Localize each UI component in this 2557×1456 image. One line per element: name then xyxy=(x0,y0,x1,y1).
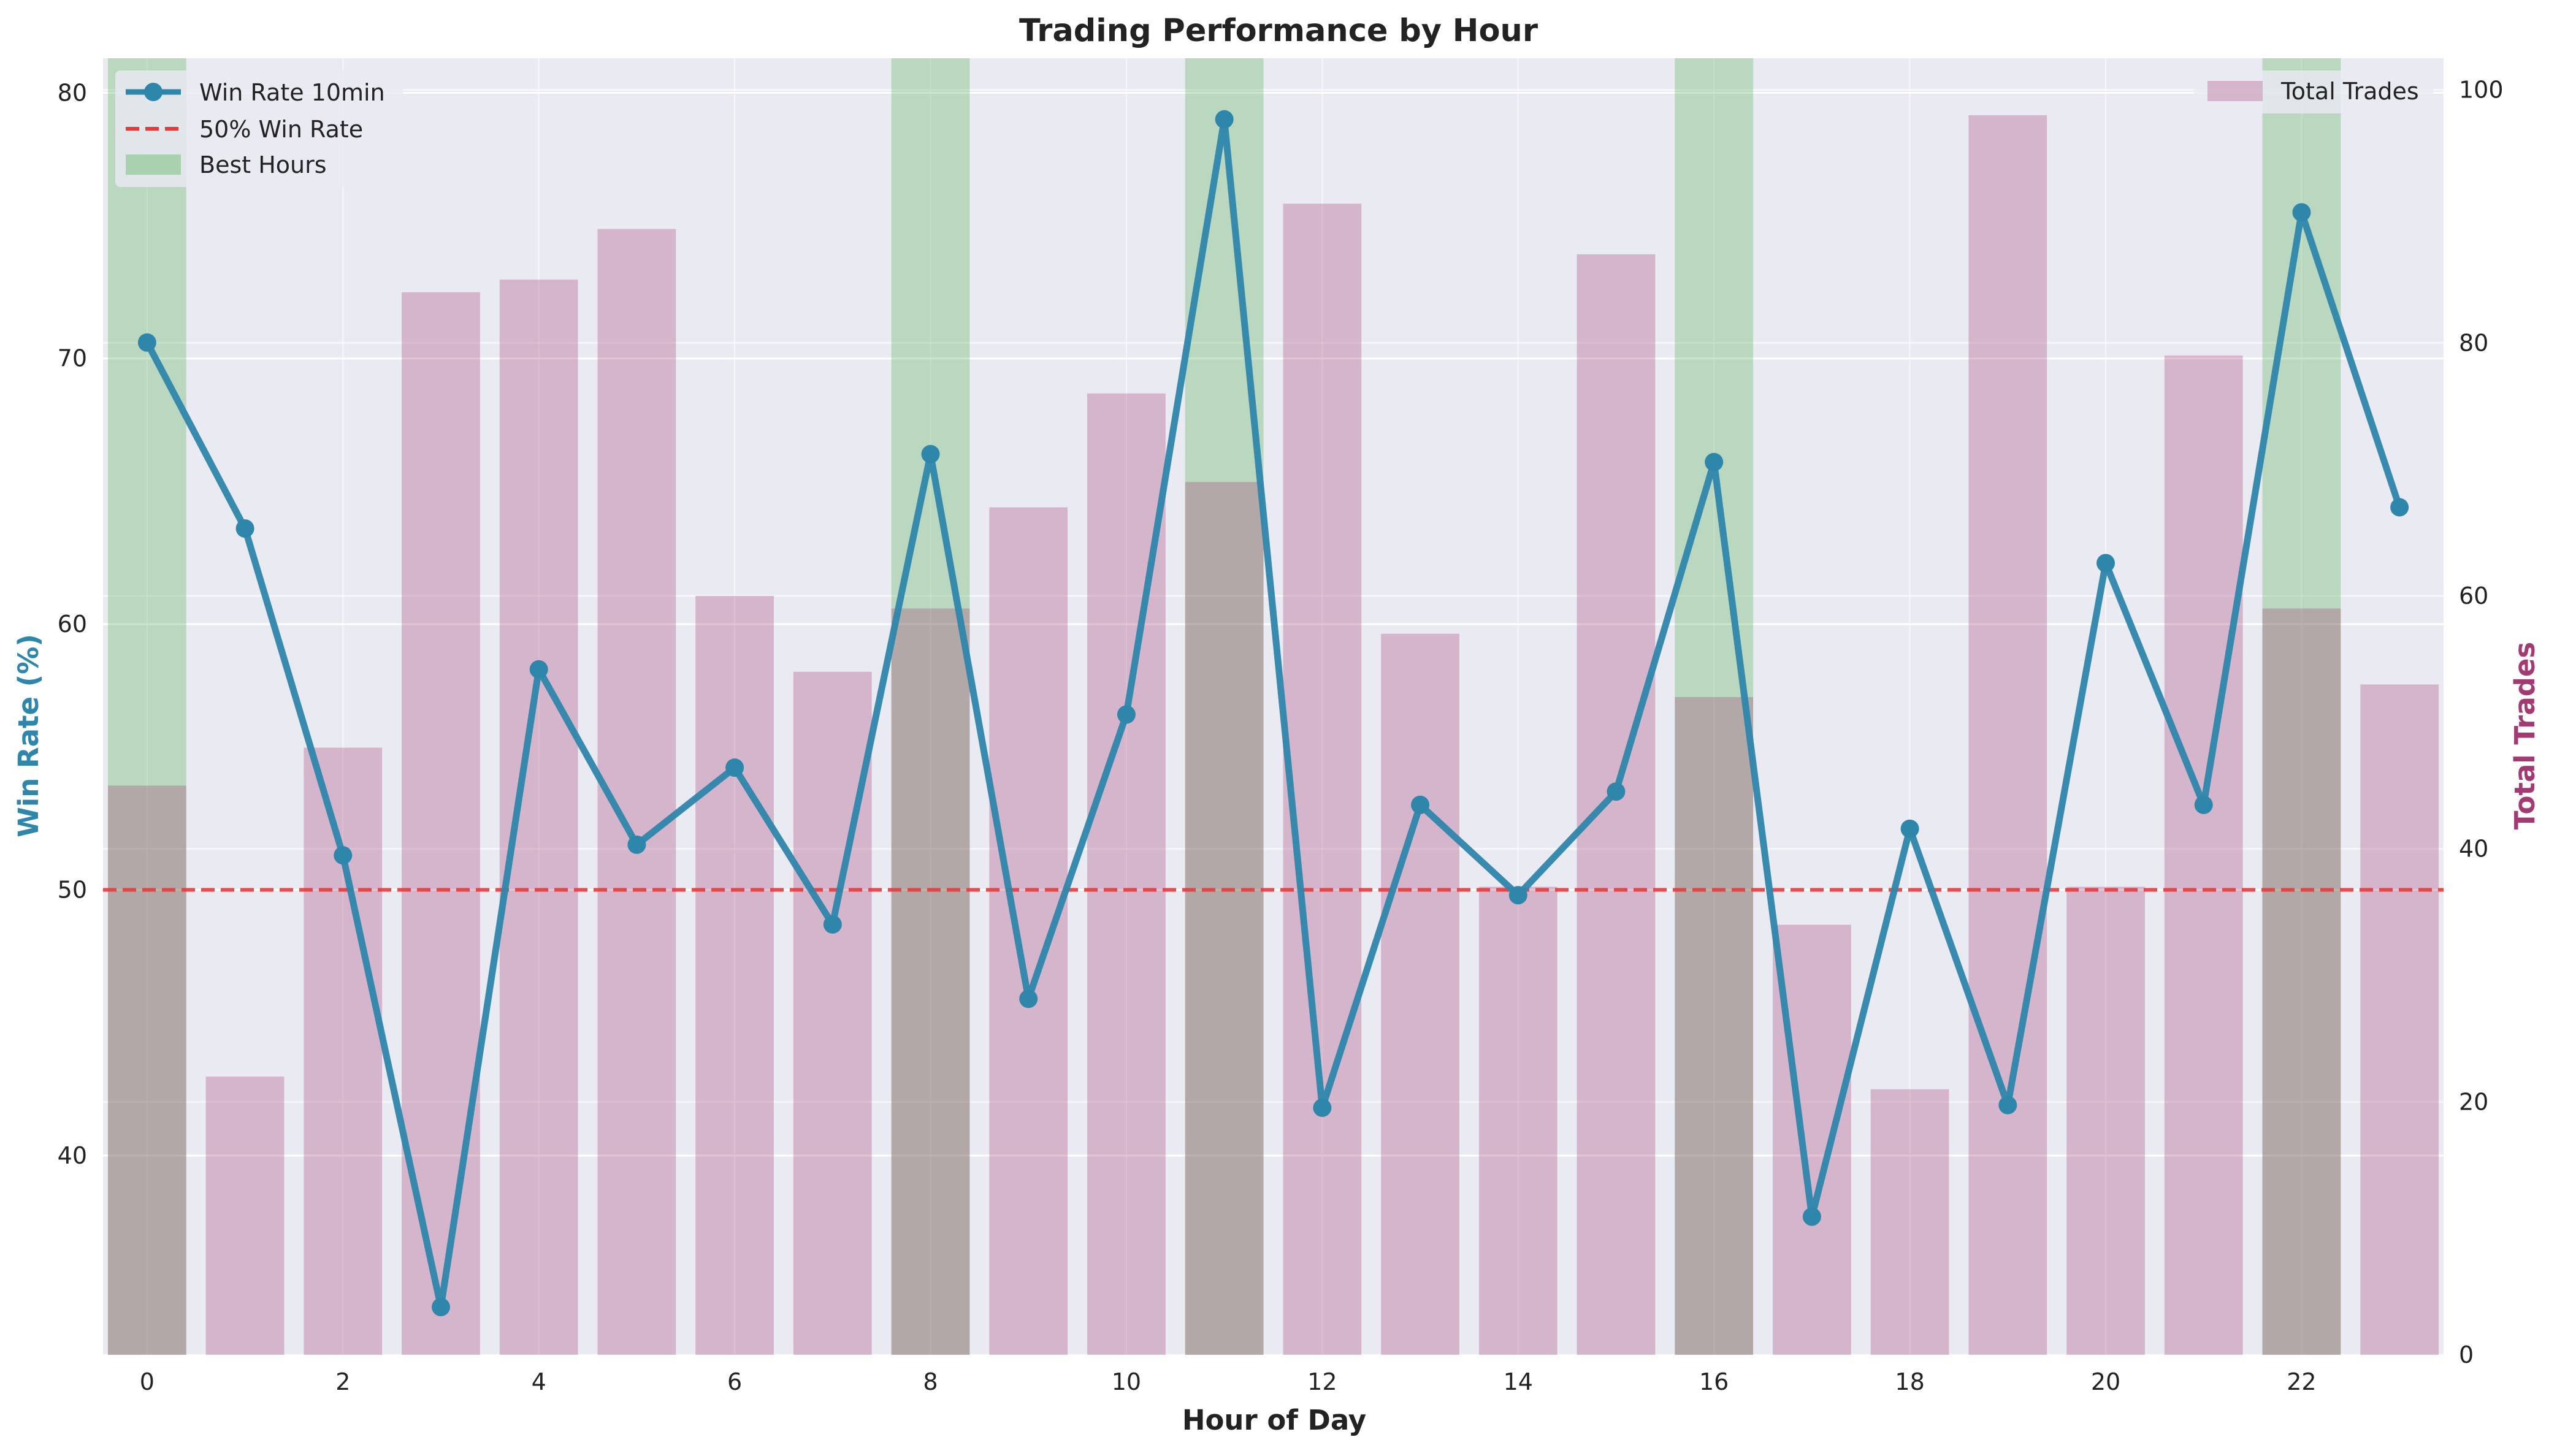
point-hour-12 xyxy=(1313,1098,1332,1117)
x-tick-label-18: 18 xyxy=(1895,1368,1924,1395)
point-hour-15 xyxy=(1607,782,1626,801)
right-y-tick-label-60: 60 xyxy=(2459,582,2488,609)
best-hours-bands xyxy=(107,58,2341,1355)
legend-right: Total Trades xyxy=(2194,71,2433,113)
point-hour-20 xyxy=(2096,554,2116,573)
bar-hour-6 xyxy=(695,595,774,1355)
bar-hour-15 xyxy=(1577,254,1656,1355)
legend-best-hours-swatch xyxy=(126,154,181,175)
bar-hour-0 xyxy=(107,785,186,1355)
right-y-axis-label: Total Trades xyxy=(2509,642,2541,829)
legend-total-trades-label: Total Trades xyxy=(2280,78,2419,105)
left-y-tick-label-60: 60 xyxy=(58,611,87,638)
bar-hour-13 xyxy=(1381,633,1459,1355)
x-tick-label-8: 8 xyxy=(923,1368,938,1395)
bar-hour-19 xyxy=(1968,115,2047,1355)
left-y-axis-label: Win Rate (%) xyxy=(12,634,45,837)
point-hour-6 xyxy=(725,758,744,777)
legend-total-trades-swatch xyxy=(2207,81,2263,101)
x-tick-label-4: 4 xyxy=(532,1368,546,1395)
best-hour-band-8 xyxy=(891,58,970,1355)
bar-hour-12 xyxy=(1283,204,1362,1355)
chart-title: Trading Performance by Hour xyxy=(1019,13,1538,49)
left-y-tick-label-70: 70 xyxy=(58,345,87,372)
right-y-tick-labels: 0 20 40 60 80 100 xyxy=(2459,77,2504,1368)
right-y-tick-label-80: 80 xyxy=(2459,329,2488,356)
point-hour-1 xyxy=(235,519,254,538)
point-hour-2 xyxy=(334,846,353,865)
best-hour-band-16 xyxy=(1675,58,1754,1355)
win-rate-points xyxy=(137,110,2409,1316)
right-y-tick-label-20: 20 xyxy=(2459,1088,2488,1115)
bar-hour-11 xyxy=(1185,482,1264,1355)
point-hour-14 xyxy=(1508,886,1527,905)
plot-background xyxy=(103,58,2444,1355)
x-tick-labels: 0 2 4 6 8 10 12 14 16 18 20 22 xyxy=(140,1368,2317,1395)
legend-left: Win Rate 10min 50% Win Rate Best Hours xyxy=(115,71,403,187)
bar-hour-1 xyxy=(205,1077,285,1355)
bar-hour-18 xyxy=(1870,1089,1949,1355)
total-trades-bars xyxy=(107,115,2439,1355)
bar-hour-14 xyxy=(1478,886,1558,1355)
point-hour-8 xyxy=(921,444,940,463)
point-hour-19 xyxy=(1998,1096,2017,1115)
bar-hour-21 xyxy=(2164,355,2243,1355)
bar-hour-8 xyxy=(891,608,970,1355)
bar-hour-7 xyxy=(793,671,872,1355)
x-tick-label-20: 20 xyxy=(2091,1368,2120,1395)
point-hour-22 xyxy=(2292,203,2311,222)
point-hour-23 xyxy=(2390,498,2409,517)
point-hour-5 xyxy=(627,835,646,854)
legend-win-rate-label: Win Rate 10min xyxy=(199,79,385,106)
legend-reference-label: 50% Win Rate xyxy=(199,116,363,143)
point-hour-9 xyxy=(1019,989,1038,1008)
best-hour-band-22 xyxy=(2262,58,2341,1355)
point-hour-18 xyxy=(1900,819,1919,838)
point-hour-11 xyxy=(1215,110,1234,129)
point-hour-17 xyxy=(1802,1207,1821,1226)
x-tick-label-2: 2 xyxy=(335,1368,350,1395)
x-tick-label-14: 14 xyxy=(1504,1368,1533,1395)
point-hour-0 xyxy=(137,333,156,352)
right-y-tick-label-40: 40 xyxy=(2459,836,2488,863)
bar-hour-20 xyxy=(2066,886,2145,1355)
bar-hour-23 xyxy=(2360,684,2439,1355)
bar-hour-16 xyxy=(1675,697,1754,1355)
left-y-tick-label-40: 40 xyxy=(58,1142,87,1169)
point-hour-7 xyxy=(823,915,842,934)
legend-win-rate-marker xyxy=(144,83,162,101)
x-tick-label-16: 16 xyxy=(1699,1368,1729,1395)
x-axis-label: Hour of Day xyxy=(1182,1404,1366,1436)
x-tick-label-6: 6 xyxy=(727,1368,742,1395)
x-tick-label-22: 22 xyxy=(2287,1368,2316,1395)
left-y-tick-labels: 40 50 60 70 80 xyxy=(58,79,87,1169)
point-hour-4 xyxy=(529,660,548,679)
point-hour-3 xyxy=(431,1297,450,1316)
left-y-tick-label-80: 80 xyxy=(58,79,87,106)
vertical-gridlines xyxy=(146,58,2303,1355)
bar-hour-2 xyxy=(304,747,383,1355)
point-hour-13 xyxy=(1411,795,1430,814)
point-hour-16 xyxy=(1705,452,1724,471)
win-rate-line xyxy=(143,116,2403,1311)
x-tick-label-10: 10 xyxy=(1112,1368,1141,1395)
legend-best-hours-label: Best Hours xyxy=(199,151,327,178)
best-hour-band-0 xyxy=(107,58,186,1355)
point-hour-10 xyxy=(1117,705,1136,724)
point-hour-21 xyxy=(2194,795,2213,814)
right-y-tick-label-100: 100 xyxy=(2459,77,2504,104)
bar-hour-22 xyxy=(2262,608,2341,1355)
x-tick-label-0: 0 xyxy=(140,1368,155,1395)
legend-left-frame xyxy=(115,71,403,187)
legend-right-frame xyxy=(2194,71,2433,113)
x-tick-label-12: 12 xyxy=(1307,1368,1337,1395)
right-y-tick-label-0: 0 xyxy=(2459,1341,2474,1368)
left-y-tick-label-50: 50 xyxy=(58,877,87,904)
bar-hour-9 xyxy=(989,507,1068,1355)
bar-hour-4 xyxy=(499,280,578,1355)
